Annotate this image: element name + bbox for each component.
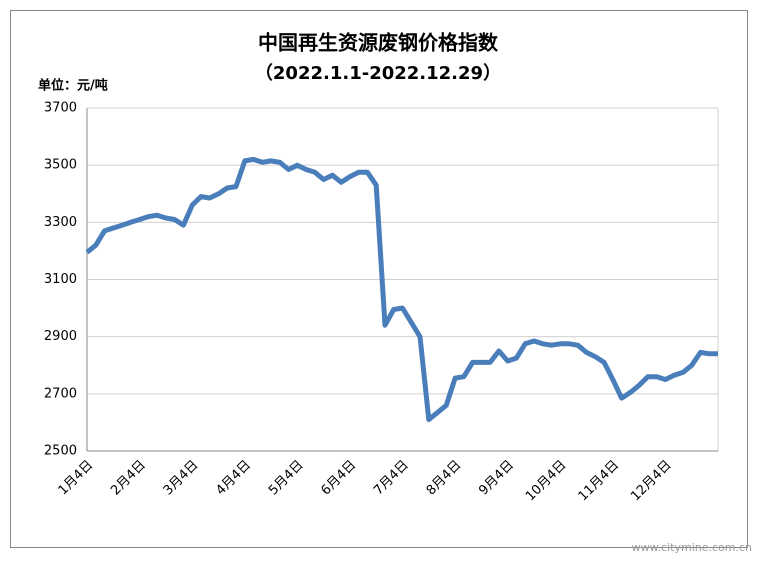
y-tick-label: 3300 — [44, 215, 77, 230]
y-tick-label: 3700 — [44, 101, 77, 116]
series-line — [85, 156, 718, 423]
y-tick-label: 2500 — [44, 444, 77, 459]
y-tick-label: 3500 — [44, 158, 77, 173]
chart-title: 中国再生资源废钢价格指数 — [258, 31, 499, 55]
y-tick-label: 2700 — [44, 386, 77, 401]
y-tick-label: 2900 — [44, 329, 77, 344]
watermark: www.citymine.com.cn — [632, 541, 752, 554]
chart-subtitle: （2022.1.1-2022.12.29） — [255, 63, 501, 84]
y-tick-label: 3100 — [44, 272, 77, 287]
y-axis-label: 单位：元/吨 — [38, 78, 108, 94]
